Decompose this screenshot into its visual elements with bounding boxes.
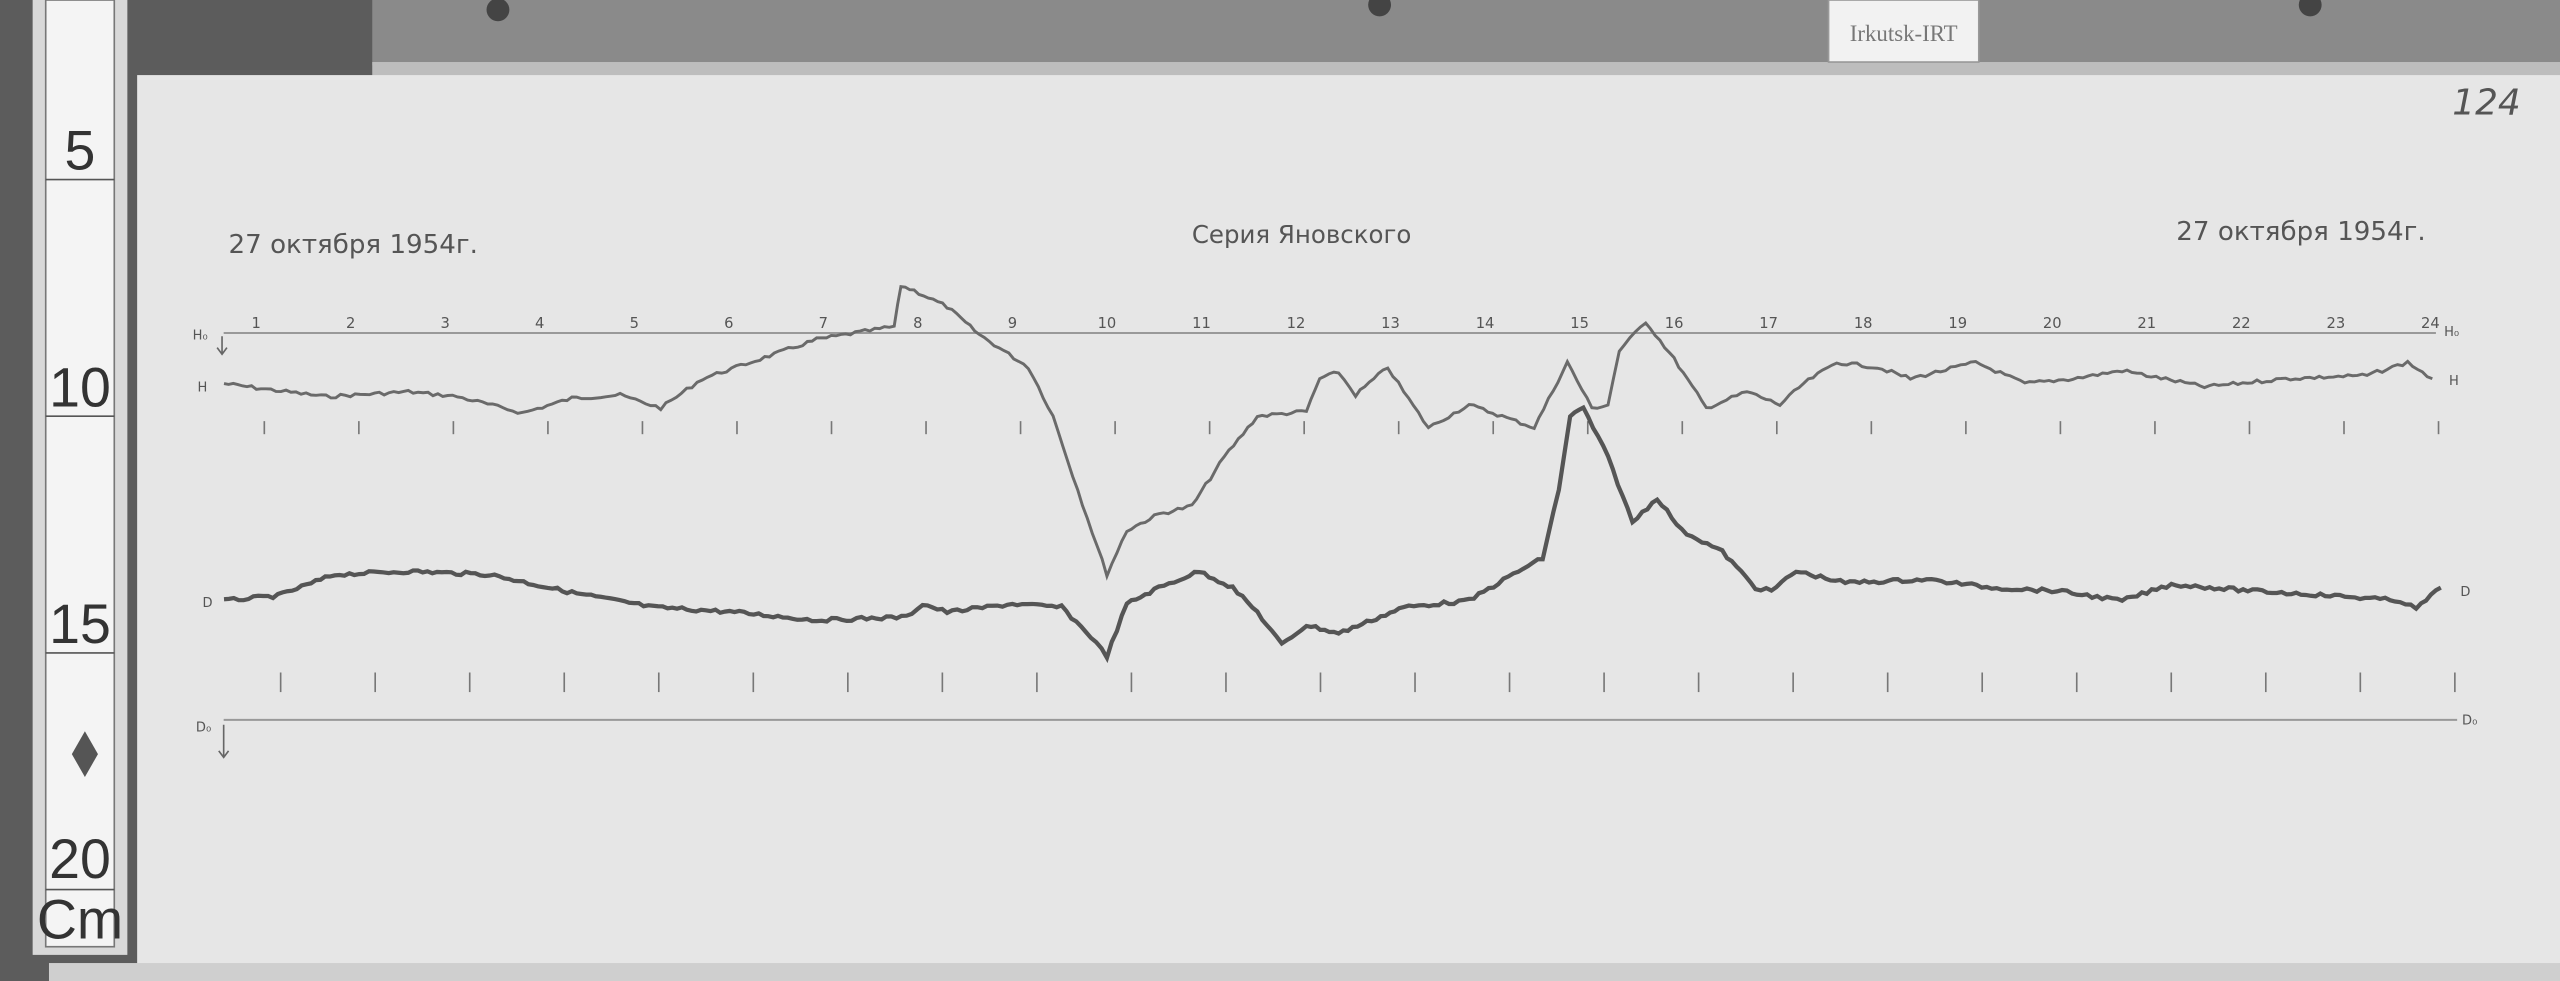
hour-tick-label: 15: [1570, 315, 1589, 332]
date-left: 27 октября 1954г.: [229, 230, 478, 260]
d-label-left: D: [202, 596, 212, 611]
ruler-unit: Cm: [37, 889, 123, 951]
hour-tick-label: 1: [251, 315, 260, 332]
hour-tick-label: 14: [1476, 315, 1495, 332]
hour-tick-label: 18: [1854, 315, 1873, 332]
station-tag-text: Irkutsk-IRT: [1850, 21, 1958, 46]
h0-label-right: H₀: [2444, 325, 2459, 340]
hour-tick-label: 3: [441, 315, 450, 332]
hour-tick-label: 9: [1008, 315, 1017, 332]
hour-tick-label: 22: [2232, 315, 2251, 332]
hour-tick-label: 5: [630, 315, 639, 332]
h0-label-left: H₀: [193, 329, 208, 344]
ruler-mark: 15: [49, 593, 111, 655]
sheet-number: 124: [2452, 82, 2521, 123]
hour-tick-label: 7: [819, 315, 828, 332]
ruler-face: [44, 0, 116, 948]
date-right: 27 октября 1954г.: [2176, 217, 2425, 247]
series-title: Серия Яновского: [1192, 220, 1412, 249]
hour-tick-label: 2: [346, 315, 355, 332]
hour-tick-label: 8: [913, 315, 922, 332]
hour-tick-label: 12: [1287, 315, 1306, 332]
arrow-down-icon: [216, 336, 228, 356]
trace-d: [223, 404, 2442, 664]
hour-tick-label: 6: [724, 315, 733, 332]
h-label-left: H: [198, 381, 208, 396]
ruler-mark: 5: [65, 120, 96, 182]
hour-tick-label: 24: [2421, 315, 2440, 332]
screw-icon: [1368, 0, 1392, 17]
paper-bottom-edge: [48, 963, 2560, 981]
hour-tick-label: 4: [535, 315, 544, 332]
arrow-down-icon: [218, 724, 230, 759]
hour-tick-label: 21: [2137, 315, 2156, 332]
clamp-bar: [372, 0, 2560, 66]
hour-tick-label: 10: [1098, 315, 1117, 332]
ruler-mark: 20: [49, 828, 111, 890]
time-marks: [263, 421, 2456, 693]
hour-tick-label: 11: [1192, 315, 1211, 332]
screw-icon: [2298, 0, 2322, 17]
ruler-ticks: [45, 178, 115, 891]
station-tag: [1827, 0, 1980, 63]
paper-sheet: [137, 75, 2560, 967]
h-label-right: H: [2449, 374, 2459, 389]
traces: [223, 285, 2442, 664]
ruler-mark: 10: [49, 356, 111, 418]
hour-tick-label: 23: [2326, 315, 2345, 332]
d-label-right: D: [2460, 585, 2470, 600]
d0-label-right: D₀: [2462, 714, 2477, 729]
hour-tick-label: 19: [1948, 315, 1967, 332]
d0-label-left: D₀: [196, 720, 211, 735]
trace-h: [223, 285, 2433, 581]
hour-tick-label: 13: [1381, 315, 1400, 332]
screw-icon: [486, 0, 510, 22]
hour-tick-labels: 1 2 3 4 5 6 7 8 9 10 11 12 13 14 15 16 17 18 19 20 21 22 23 24: [251, 315, 2439, 332]
hour-tick-label: 17: [1759, 315, 1778, 332]
hour-tick-label: 20: [2043, 315, 2062, 332]
hour-tick-label: 16: [1665, 315, 1684, 332]
